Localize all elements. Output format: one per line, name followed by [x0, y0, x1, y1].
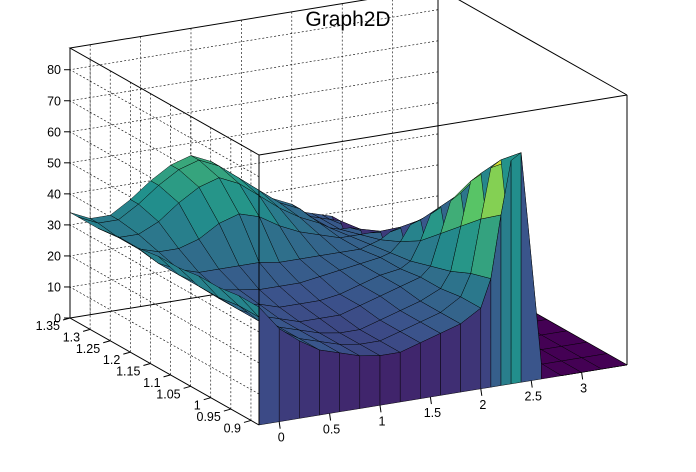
y-tick-label-7: 1.25 — [76, 342, 100, 356]
z-tick-label-4: 40 — [47, 187, 61, 201]
surface-skirt-7 — [399, 342, 421, 403]
y-tick-label-4: 1.1 — [143, 376, 160, 390]
surface-skirt-15 — [520, 152, 542, 383]
surface-skirt-8 — [420, 333, 441, 399]
surface-skirt-16 — [541, 363, 562, 380]
y-tick-7 — [103, 340, 111, 344]
x-tick-6 — [581, 372, 584, 380]
x-tick-label-5: 2.5 — [525, 390, 542, 404]
surface-skirt-5 — [359, 355, 381, 409]
surface-skirt-3 — [319, 349, 340, 416]
y-tick-label-2: 1 — [194, 399, 201, 413]
y-tick-0 — [243, 419, 252, 423]
surface-skirt-9 — [440, 323, 461, 396]
z-tick-label-5: 50 — [47, 156, 61, 170]
y-tick-label-5: 1.15 — [116, 365, 140, 379]
x-tick-5 — [530, 380, 533, 388]
x-tick-label-2: 1 — [379, 414, 386, 428]
y-tick-3 — [183, 385, 191, 389]
y-tick-label-6: 1.2 — [103, 353, 120, 367]
x-tick-2 — [379, 405, 382, 413]
x-tick-0 — [278, 421, 281, 429]
z-tick-label-6: 60 — [47, 125, 61, 139]
box-top-back — [68, 0, 628, 156]
box-front-top-edge — [258, 94, 628, 156]
surface-mesh — [69, 152, 628, 426]
surface-skirt-14 — [510, 152, 522, 385]
y-tick-5 — [143, 363, 151, 367]
y-tick-8 — [82, 328, 91, 332]
y-tick-label-9: 1.35 — [36, 319, 60, 333]
z-tick-label-1: 10 — [47, 280, 61, 294]
y-tick-1 — [223, 408, 231, 412]
x-tick-label-6: 3 — [580, 381, 587, 395]
y-tick-9 — [62, 317, 71, 321]
x-tick-label-1: 0.5 — [323, 422, 340, 436]
y-tick-2 — [203, 397, 211, 401]
surface-skirt-4 — [339, 352, 361, 413]
x-tick-3 — [429, 396, 432, 405]
chart-title: Graph2D — [305, 8, 390, 31]
z-tick-label-2: 20 — [47, 249, 61, 263]
x-tick-1 — [329, 413, 332, 421]
y-tick-6 — [123, 351, 131, 355]
z-tick-label-8: 80 — [47, 63, 61, 77]
y-tick-label-0: 0.9 — [224, 421, 241, 435]
z-tick-label-7: 70 — [47, 94, 61, 108]
x-tick-4 — [480, 388, 483, 396]
surface-skirt-2 — [299, 340, 320, 419]
y-tick-4 — [163, 374, 171, 378]
x-tick-label-4: 2 — [479, 398, 486, 412]
y-tick-label-8: 1.3 — [63, 330, 80, 344]
surface-skirt-6 — [379, 352, 401, 406]
y-tick-label-3: 1.05 — [156, 387, 180, 401]
axis-ticks: 010203040506070800.90.9511.051.11.151.21… — [36, 63, 587, 444]
y-tick-label-1: 0.95 — [197, 410, 221, 424]
z-tick-label-3: 30 — [47, 218, 61, 232]
x-tick-label-3: 1.5 — [424, 406, 441, 420]
z-tick-label-0: 0 — [54, 312, 61, 326]
z-gridline-7 — [69, 40, 439, 209]
plot-box-front-edges — [258, 94, 628, 425]
x-tick-label-0: 0 — [278, 431, 285, 445]
surface-skirt-1 — [278, 328, 300, 422]
